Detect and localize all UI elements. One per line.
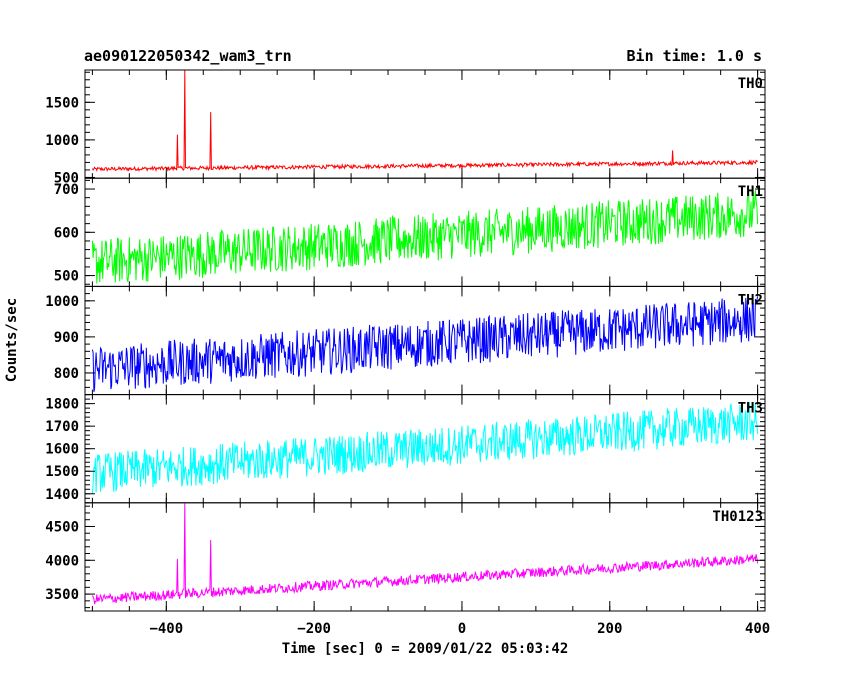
- chart-title: ae090122050342_wam3_trn: [84, 47, 292, 65]
- panel-th1: 500 600 700 TH1: [54, 177, 766, 287]
- panel-label-th2: TH2: [738, 292, 763, 308]
- y-tick-label: 4000: [45, 553, 79, 569]
- y-tick-label: 500: [54, 269, 79, 285]
- y-tick-label: 1000: [45, 294, 79, 310]
- panel-label-th1: TH1: [738, 184, 763, 200]
- x-tick-label: −400: [149, 621, 183, 637]
- x-tick-label: 200: [597, 621, 622, 637]
- y-tick-label: 1600: [45, 442, 79, 458]
- panel-label-th0123: TH0123: [712, 509, 763, 525]
- y-tick-label: 600: [54, 225, 79, 241]
- y-tick-label: 1500: [45, 95, 79, 111]
- series-line-th2: [91, 296, 759, 393]
- panel-th3: 1400 1500 1600 1700 1800 TH3: [45, 394, 766, 504]
- y-tick-label: 1000: [45, 133, 79, 149]
- panel-th0: 500 1000 1500 TH0: [45, 69, 766, 186]
- y-tick-label: 1800: [45, 397, 79, 413]
- y-tick-label: 1700: [45, 419, 79, 435]
- x-axis-label: Time [sec] 0 = 2009/01/22 05:03:42: [282, 641, 569, 657]
- y-axis-label: Counts/sec: [4, 298, 20, 382]
- series-line-th0123: [91, 502, 759, 605]
- series-line-th3: [91, 402, 759, 494]
- series-line-th1: [91, 190, 759, 284]
- y-tick-label: 3500: [45, 587, 79, 603]
- panel-th2: 800 900 1000 TH2: [45, 285, 766, 396]
- y-tick-label: 700: [54, 182, 79, 198]
- y-tick-label: 500: [54, 170, 79, 186]
- y-tick-label: 800: [54, 366, 79, 382]
- series-line-th0: [91, 69, 758, 173]
- x-tick-label: 400: [745, 621, 770, 637]
- y-tick-label: 900: [54, 330, 79, 346]
- x-tick-label: −200: [297, 621, 331, 637]
- panel-frame: [84, 285, 766, 396]
- y-tick-label: 1500: [45, 464, 79, 480]
- y-tick-label: 1400: [45, 487, 79, 503]
- x-tick-label: 0: [458, 621, 466, 637]
- panel-label-th3: TH3: [738, 401, 763, 417]
- bin-time-label: Bin time: 1.0 s: [627, 47, 762, 65]
- panels-group: 500 1000 1500 TH0 500 600 700 TH1 800 900 1000 TH2 1…: [45, 69, 770, 637]
- y-tick-label: 4500: [45, 519, 79, 535]
- panel-label-th0: TH0: [738, 76, 763, 92]
- panel-th0123: 3500 4000 4500 TH0123: [45, 502, 766, 612]
